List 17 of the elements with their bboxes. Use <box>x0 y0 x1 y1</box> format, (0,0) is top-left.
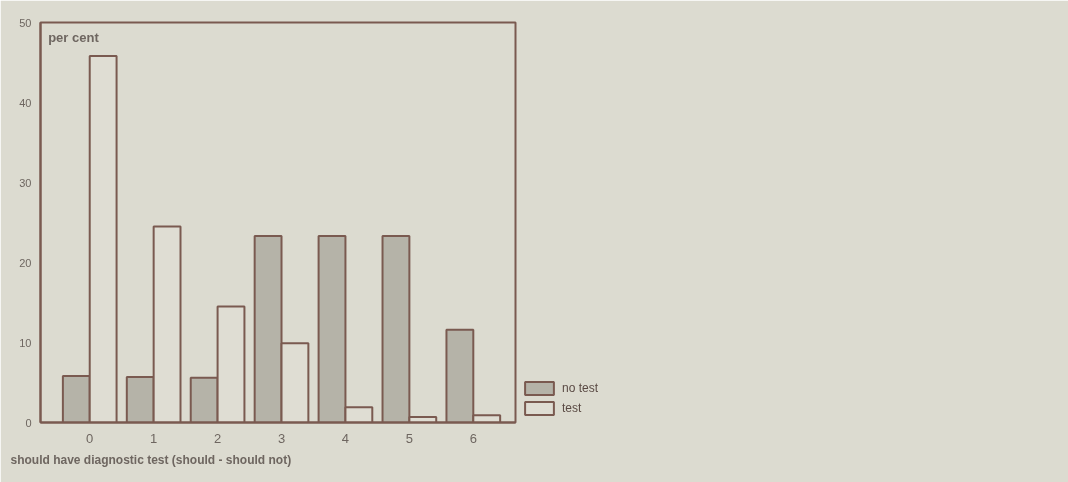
x-tick-label: 5 <box>405 430 413 446</box>
x-tick-label: 0 <box>86 430 94 446</box>
x-tick-label: 3 <box>277 430 286 446</box>
y-tick-label: 0 <box>25 416 32 429</box>
legend-label: test <box>562 401 582 415</box>
legend-label: no test <box>562 381 599 395</box>
y-tick-label: 50 <box>19 16 32 29</box>
x-axis-title: should have diagnostic test (should - should not) <box>10 452 292 467</box>
y-tick-label: 10 <box>19 336 32 349</box>
y-tick-label: 40 <box>19 96 32 109</box>
x-tick-label: 6 <box>469 430 477 446</box>
y-tick-label: 30 <box>19 176 32 189</box>
x-tick-label: 4 <box>341 430 350 446</box>
y-tick-label: 20 <box>19 256 32 269</box>
x-tick-label: 2 <box>213 430 222 446</box>
x-tick-label: 1 <box>150 430 158 446</box>
y-axis-title: per cent <box>48 29 100 45</box>
